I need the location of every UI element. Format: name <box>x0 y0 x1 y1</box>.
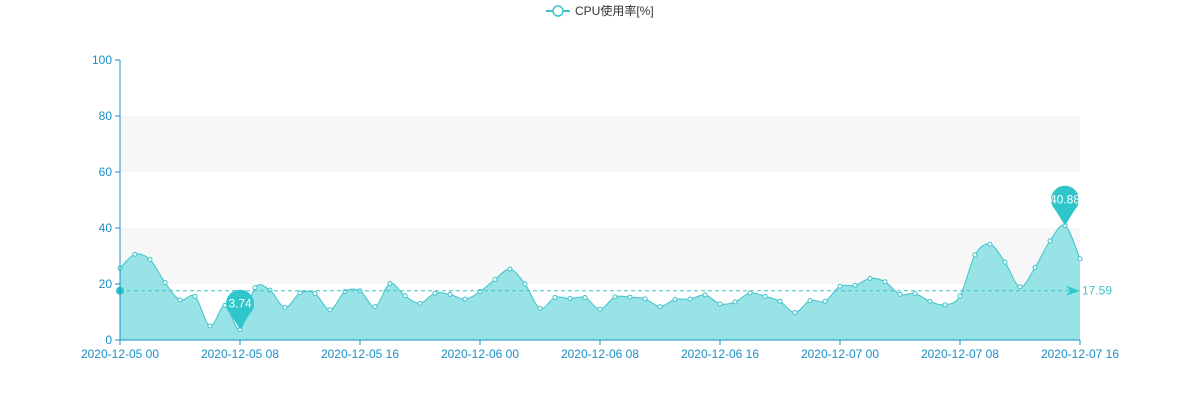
y-tick-label: 20 <box>99 277 113 291</box>
legend[interactable]: CPU使用率[%] <box>546 3 654 18</box>
data-point <box>807 298 813 304</box>
data-point <box>987 241 993 247</box>
data-point <box>1002 259 1008 265</box>
legend-label: CPU使用率[%] <box>575 3 654 18</box>
data-point <box>402 293 408 299</box>
data-point <box>942 302 948 308</box>
data-point <box>207 323 213 329</box>
grid-band <box>120 116 1080 172</box>
average-line-label: 17.59 <box>1082 284 1112 298</box>
x-tick-label: 2020-12-06 00 <box>441 347 519 361</box>
data-point <box>147 257 153 263</box>
data-point <box>282 305 288 311</box>
data-point <box>837 283 843 289</box>
data-point <box>777 298 783 304</box>
data-point <box>1032 264 1038 270</box>
data-point <box>732 299 738 305</box>
data-point <box>297 290 303 296</box>
data-point <box>522 281 528 287</box>
data-point <box>372 304 378 310</box>
x-axis: 2020-12-05 00 2020-12-05 08 2020-12-05 16 2… <box>81 339 1119 361</box>
data-point <box>552 294 558 300</box>
mark-pin-label-max: 40.88 <box>1050 193 1080 207</box>
data-point <box>657 304 663 310</box>
data-point <box>852 282 858 288</box>
y-tick-label: 0 <box>105 333 112 347</box>
average-line-arrow <box>1066 285 1080 296</box>
data-point <box>642 296 648 302</box>
data-point <box>912 291 918 297</box>
x-tick-label: 2020-12-05 16 <box>321 347 399 361</box>
data-point <box>312 291 318 297</box>
data-point <box>192 293 198 299</box>
series-area <box>120 225 1080 340</box>
data-point <box>702 292 708 298</box>
data-point <box>252 285 258 291</box>
y-tick-label: 80 <box>99 109 113 123</box>
mark-pin-min <box>226 289 255 330</box>
data-point <box>537 305 543 311</box>
data-point <box>597 306 603 312</box>
data-point <box>747 290 753 296</box>
data-point <box>507 266 513 272</box>
y-axis: 0 20 40 60 80 100 <box>92 53 121 347</box>
y-tick-label: 40 <box>99 221 113 235</box>
data-point <box>477 289 483 295</box>
y-tick-label: 100 <box>92 53 112 67</box>
data-point <box>177 297 183 303</box>
x-tick-label: 2020-12-06 08 <box>561 347 639 361</box>
data-point <box>417 300 423 306</box>
x-tick-label: 2020-12-07 08 <box>921 347 999 361</box>
mark-points: 3.74 40.88 <box>226 185 1080 330</box>
grid-bands <box>120 116 1080 284</box>
data-point <box>1077 256 1083 262</box>
data-point <box>822 298 828 304</box>
data-point <box>672 296 678 302</box>
data-point <box>327 307 333 313</box>
mark-pin-label-min: 3.74 <box>228 297 252 311</box>
data-point <box>717 301 723 307</box>
data-point <box>462 296 468 302</box>
data-point <box>957 293 963 299</box>
x-tick-label: 2020-12-05 08 <box>201 347 279 361</box>
data-point <box>342 289 348 295</box>
data-point <box>387 280 393 286</box>
legend-marker-icon <box>552 5 564 17</box>
data-point <box>1047 238 1053 244</box>
data-point <box>492 277 498 283</box>
data-point <box>162 280 168 286</box>
data-point <box>447 291 453 297</box>
y-tick-label: 60 <box>99 165 113 179</box>
x-tick-label: 2020-12-07 16 <box>1041 347 1119 361</box>
mark-pin-max <box>1051 185 1079 226</box>
data-point <box>132 251 138 257</box>
x-tick-label: 2020-12-05 00 <box>81 347 159 361</box>
x-tick-label: 2020-12-07 00 <box>801 347 879 361</box>
data-point <box>267 287 273 293</box>
data-point <box>1017 284 1023 290</box>
data-point <box>612 294 618 300</box>
data-point <box>882 279 888 285</box>
data-point <box>582 294 588 300</box>
data-point <box>792 310 798 316</box>
grid-band <box>120 228 1080 284</box>
data-point <box>567 296 573 302</box>
data-point <box>432 290 438 296</box>
data-point <box>972 252 978 258</box>
data-point <box>867 275 873 281</box>
data-point <box>927 298 933 304</box>
data-point <box>627 294 633 300</box>
data-point <box>762 293 768 299</box>
data-point <box>687 296 693 302</box>
data-point <box>897 291 903 297</box>
x-tick-label: 2020-12-06 16 <box>681 347 759 361</box>
